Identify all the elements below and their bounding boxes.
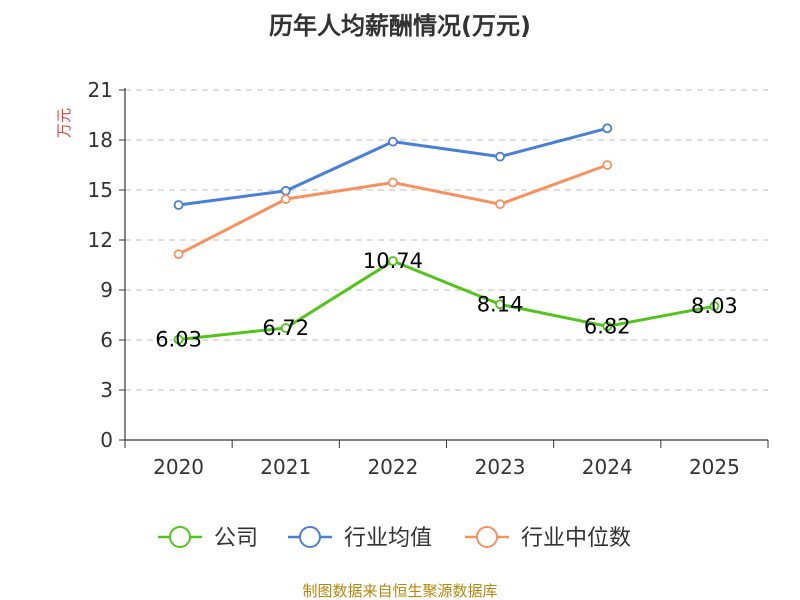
gridlines (125, 89, 768, 391)
x-tick-label: 2021 (260, 455, 311, 479)
data-point[interactable] (280, 194, 291, 205)
data-point[interactable] (280, 185, 291, 196)
x-tick-label: 2022 (367, 455, 418, 479)
data-point[interactable] (495, 199, 505, 210)
data-point[interactable] (388, 256, 398, 266)
y-tick-label: 18 (88, 128, 113, 152)
data-point[interactable] (495, 151, 505, 162)
chart-title: 历年人均薪酬情况(万元) (269, 12, 531, 40)
data-label: 6.82 (584, 314, 631, 338)
data-point[interactable] (602, 321, 613, 332)
data-point[interactable] (602, 160, 613, 170)
y-tick-label: 6 (100, 328, 113, 352)
y-tick-label: 0 (100, 428, 113, 452)
legend-label: 行业中位数 (521, 526, 631, 551)
legend-marker-icon (169, 526, 191, 548)
axes: 0 3 6 9 12 15 18 21 2020 2021 2022 2023 2024 2025 (88, 78, 769, 479)
series-lines (173, 123, 720, 345)
data-point[interactable] (709, 301, 720, 312)
data-point[interactable] (602, 123, 613, 134)
y-tick-label: 21 (88, 78, 113, 102)
data-label: 10.74 (363, 249, 423, 273)
y-tick-label: 9 (100, 278, 113, 302)
y-axis-unit-label: 万元 (55, 108, 73, 138)
source-note: 制图数据来自恒生聚源数据库 (302, 582, 497, 600)
legend-marker-icon (476, 526, 498, 548)
legend-label: 公司 (214, 526, 258, 551)
data-label: 6.03 (155, 328, 202, 352)
x-tick-label: 2020 (153, 455, 204, 479)
data-point[interactable] (173, 334, 184, 345)
y-tick-label: 15 (88, 178, 113, 202)
legend-item-2[interactable]: 行业均值 (288, 526, 432, 551)
data-point[interactable] (388, 136, 398, 147)
legend-item-1[interactable]: 公司 (158, 526, 258, 551)
data-point[interactable] (280, 323, 291, 333)
data-point[interactable] (173, 249, 184, 260)
data-labels: 6.03 6.72 10.74 8.14 6.82 8.03 (155, 249, 738, 352)
x-tick-label: 2024 (582, 455, 633, 479)
y-tick-label: 3 (100, 378, 113, 402)
data-point[interactable] (495, 299, 505, 310)
x-tick-label: 2025 (689, 455, 740, 479)
data-point[interactable] (173, 200, 184, 210)
legend[interactable]: 公司 行业均值 行业中位数 (158, 526, 631, 551)
legend-label: 行业均值 (344, 526, 432, 551)
legend-marker-icon (299, 526, 321, 548)
data-label: 8.14 (477, 292, 524, 316)
data-label: 6.72 (262, 316, 309, 340)
data-label: 8.03 (691, 294, 738, 318)
series-line-1 (178, 259, 715, 341)
legend-item-3[interactable]: 行业中位数 (465, 526, 631, 551)
x-tick-label: 2023 (475, 455, 526, 479)
data-point[interactable] (388, 177, 398, 188)
y-tick-label: 12 (88, 228, 113, 252)
